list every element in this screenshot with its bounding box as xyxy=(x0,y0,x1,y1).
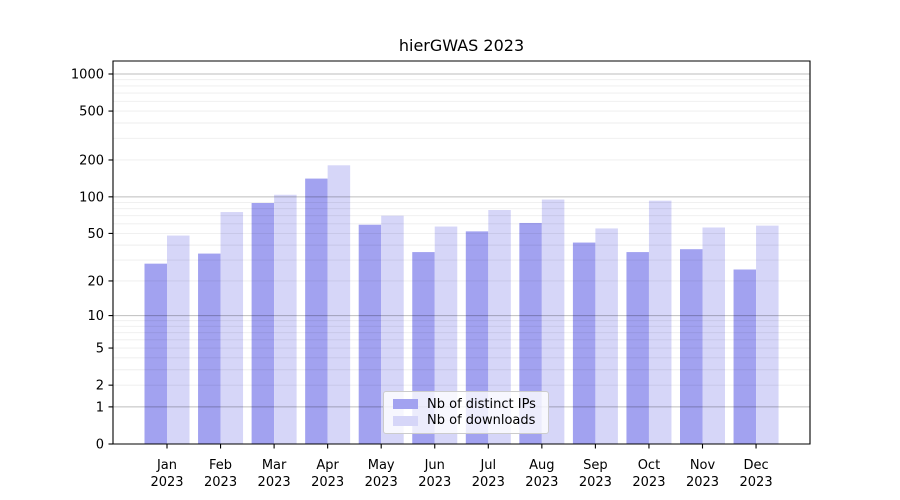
bar-distinct-ips-Dec xyxy=(733,269,757,444)
x-tick-label-year: 2023 xyxy=(258,475,291,490)
x-tick-label-month: Dec xyxy=(743,458,768,473)
x-axis: Jan 2023 Feb 2023 Mar 2023 Apr 2023 May 2023 Jun 20… xyxy=(150,444,773,490)
y-tick-label: 1000 xyxy=(71,68,104,83)
bar-distinct-ips-Nov xyxy=(680,249,703,444)
bar-distinct-ips-Aug xyxy=(519,222,542,444)
bar-distinct-ips-Sep xyxy=(572,242,596,444)
legend-item-distinct-ips: Nb of distinct IPs xyxy=(393,397,540,412)
legend-label-downloads: Nb of downloads xyxy=(427,413,536,429)
y-tick-label: 20 xyxy=(87,274,104,289)
bar-downloads-Aug xyxy=(541,199,565,444)
bar-downloads-Apr xyxy=(327,165,351,445)
bar-downloads-Dec xyxy=(756,225,779,444)
bar-distinct-ips-Jan xyxy=(144,263,167,444)
bar-distinct-ips-Mar xyxy=(251,203,275,444)
x-tick-label-year: 2023 xyxy=(686,475,719,490)
x-tick-label-month: Aug xyxy=(529,458,554,473)
bar-downloads-Feb xyxy=(220,212,244,444)
x-tick-label-month: Jul xyxy=(479,458,496,473)
bar-downloads-Jun xyxy=(434,226,458,444)
legend-label-distinct-ips: Nb of distinct IPs xyxy=(427,396,536,412)
x-tick-label-month: Nov xyxy=(690,458,716,473)
y-tick-label: 2 xyxy=(96,379,104,394)
y-tick-label: 500 xyxy=(79,105,104,120)
x-tick-label-year: 2023 xyxy=(365,475,398,490)
bar-downloads-Mar xyxy=(274,194,297,444)
bar-distinct-ips-Jul xyxy=(465,231,489,444)
x-tick-label-month: Sep xyxy=(583,458,608,473)
legend-swatch-distinct-ips xyxy=(393,399,418,410)
y-tick-label: 5 xyxy=(96,342,104,357)
bar-downloads-Nov xyxy=(702,227,725,444)
bar-distinct-ips-Feb xyxy=(198,253,221,444)
x-tick-label-month: Jan xyxy=(156,458,177,473)
bar-downloads-Jul xyxy=(488,209,511,444)
bar-downloads-Sep xyxy=(595,228,618,444)
x-tick-label-year: 2023 xyxy=(150,475,183,490)
x-tick-label-year: 2023 xyxy=(472,475,505,490)
bar-downloads-Jan xyxy=(167,235,190,444)
bar-distinct-ips-Apr xyxy=(305,178,328,444)
y-axis: 0 1 2 5 10 20 50 100 200 500 1000 xyxy=(71,68,113,453)
x-tick-label-year: 2023 xyxy=(311,475,344,490)
bar-distinct-ips-Oct xyxy=(626,252,649,444)
x-tick-label-month: Oct xyxy=(638,458,660,473)
x-tick-label-year: 2023 xyxy=(740,475,773,490)
y-tick-label: 10 xyxy=(87,309,104,324)
x-tick-label-year: 2023 xyxy=(418,475,451,490)
y-tick-label: 200 xyxy=(79,153,104,168)
chart-title: hierGWAS 2023 xyxy=(398,36,525,55)
x-tick-label-year: 2023 xyxy=(632,475,665,490)
y-tick-label: 0 xyxy=(96,438,104,453)
x-tick-label-year: 2023 xyxy=(525,475,558,490)
plot-border xyxy=(112,60,811,445)
y-tick-label: 100 xyxy=(79,190,104,205)
bar-distinct-ips-May xyxy=(358,224,382,444)
y-tick-label: 1 xyxy=(96,400,104,415)
x-tick-label-month: Mar xyxy=(262,458,287,473)
bar-downloads-May xyxy=(381,215,404,444)
bar-downloads-Oct xyxy=(648,200,672,444)
legend: Nb of distinct IPs Nb of downloads xyxy=(383,391,549,434)
x-tick-label-month: Jun xyxy=(424,458,445,473)
x-tick-label-month: Apr xyxy=(316,458,339,473)
x-tick-label-month: May xyxy=(368,458,395,473)
gridlines xyxy=(113,73,810,408)
legend-swatch-downloads xyxy=(393,415,418,426)
x-tick-label-year: 2023 xyxy=(579,475,612,490)
legend-item-downloads: Nb of downloads xyxy=(393,413,540,428)
x-tick-label-year: 2023 xyxy=(204,475,237,490)
x-tick-label-month: Feb xyxy=(209,458,232,473)
y-tick-label: 50 xyxy=(87,227,104,242)
